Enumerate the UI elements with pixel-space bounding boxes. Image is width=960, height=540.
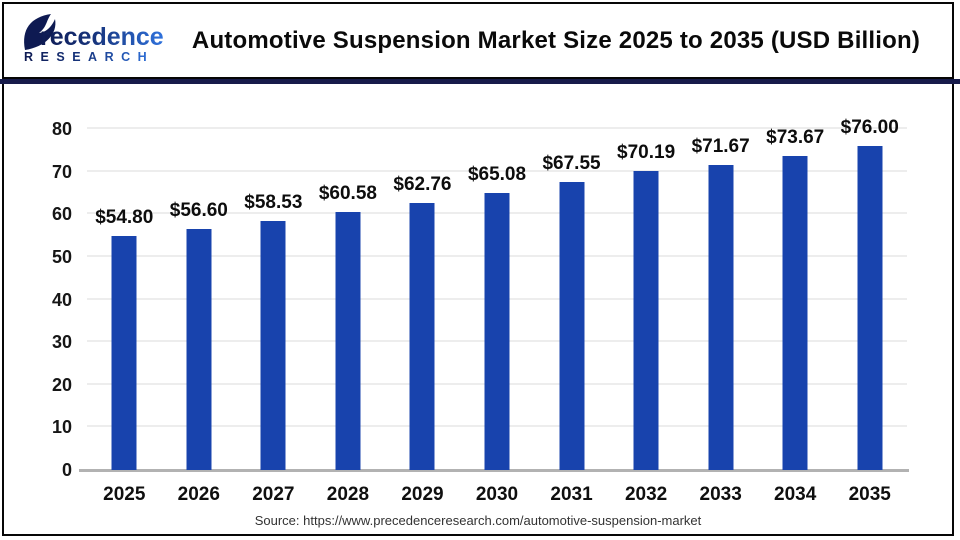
bar-value-label: $54.80 <box>95 207 154 229</box>
y-tick-label: 20 <box>51 374 72 395</box>
bar-slot: $76.00 <box>832 117 907 470</box>
y-tick-label: 40 <box>51 289 72 310</box>
precedence-research-logo: recedence RESEARCH <box>18 12 174 69</box>
source-text: Source: https://www.precedenceresearch.c… <box>254 513 702 528</box>
x-tick-label: 2034 <box>774 484 817 505</box>
bar-slot: $67.55 <box>534 129 609 470</box>
y-tick-label: 50 <box>51 246 72 267</box>
bar-slot: $58.53 <box>236 129 311 470</box>
bar-2033 <box>708 164 734 470</box>
y-tick-label: 10 <box>51 417 72 438</box>
bar-slot: $73.67 <box>758 126 833 470</box>
chart-title: Automotive Suspension Market Size 2025 t… <box>191 26 921 54</box>
bar-2031 <box>559 182 585 470</box>
y-tick-label: 0 <box>61 460 72 480</box>
y-tick-label: 30 <box>51 332 72 353</box>
bar-slot: $60.58 <box>311 129 386 470</box>
x-tick-label: 2025 <box>103 484 146 505</box>
bar-slot: $62.76 <box>385 129 460 470</box>
bar-2025 <box>111 236 137 470</box>
x-tick-label: 2030 <box>475 484 519 505</box>
bar-2034 <box>782 155 808 470</box>
bar-value-label: $60.58 <box>318 182 377 204</box>
bar-2032 <box>633 170 659 470</box>
y-axis: 0 10 20 30 40 50 60 70 80 <box>4 119 76 480</box>
chart-area: 0 10 20 30 40 50 60 70 80 $54.80 $56.60 $58.53 $60.… <box>2 84 954 536</box>
header: recedence RESEARCH Automotive Suspension… <box>2 2 954 79</box>
bar-value-label: $76.00 <box>840 117 899 139</box>
logo-subtext: RESEARCH <box>24 50 154 64</box>
bar-2029 <box>409 202 435 470</box>
gridline <box>87 127 907 129</box>
bar-value-label: $70.19 <box>617 141 676 163</box>
bar-value-label: $58.53 <box>244 191 303 213</box>
x-tick-label: 2032 <box>624 484 668 505</box>
y-tick-label: 60 <box>51 204 72 225</box>
header-divider <box>0 79 960 84</box>
bar-2028 <box>335 211 361 470</box>
leaf-icon <box>24 14 56 50</box>
x-tick-label: 2027 <box>252 484 295 505</box>
x-tick-label: 2031 <box>550 484 593 505</box>
bar-2030 <box>484 192 510 470</box>
bar-slot: $56.60 <box>162 129 237 470</box>
x-tick-label: 2029 <box>401 484 444 505</box>
x-tick-label: 2033 <box>699 484 742 505</box>
bar-value-label: $71.67 <box>691 135 750 157</box>
logo-graphic: recedence RESEARCH <box>24 14 164 64</box>
gridline <box>87 169 907 172</box>
x-tick-label: 2028 <box>326 484 370 505</box>
y-tick-label: 80 <box>51 119 72 139</box>
plot-area: $54.80 $56.60 $58.53 $60.58 $62.76 $65.08 $67.… <box>79 117 909 472</box>
bar-value-label: $56.60 <box>169 199 228 221</box>
x-axis-line <box>79 469 909 472</box>
bar-value-label: $67.55 <box>542 153 601 175</box>
bar-slot: $70.19 <box>609 129 684 470</box>
x-tick-label: 2035 <box>848 484 891 505</box>
bar-value-label: $73.67 <box>766 126 825 148</box>
bar-2026 <box>186 228 212 470</box>
bar-value-label: $65.08 <box>467 163 527 185</box>
bar-slot: $71.67 <box>683 129 758 470</box>
bar-slot: $65.08 <box>460 129 535 470</box>
bars: $54.80 $56.60 $58.53 $60.58 $62.76 $65.08 $67.… <box>87 117 907 470</box>
y-tick-label: 70 <box>51 161 72 182</box>
x-axis: 2025 2026 2027 2028 2029 2030 2031 2032 2033 2034… <box>87 484 907 506</box>
logo-wordmark: recedence <box>40 23 164 51</box>
bar-2027 <box>260 220 286 470</box>
x-tick-label: 2026 <box>177 484 220 505</box>
bar-2035 <box>857 146 883 470</box>
bar-slot: $54.80 <box>87 129 162 470</box>
bar-value-label: $62.76 <box>393 173 452 195</box>
